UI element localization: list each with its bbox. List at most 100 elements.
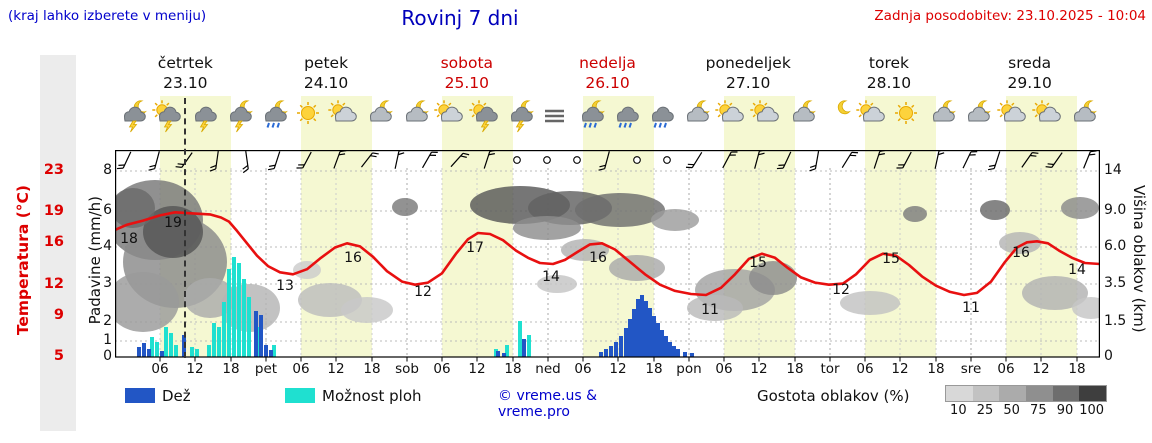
density-value-label: 90	[1056, 403, 1074, 418]
day-header-torek[interactable]: torek 28.10	[819, 53, 960, 95]
x-axis-tick: 18	[363, 361, 381, 377]
x-axis-tick: 12	[327, 361, 345, 377]
cloud-height-axis-label: Višina oblakov (km)	[1130, 185, 1148, 333]
weather-icon-moon-cloud-storm	[511, 100, 535, 133]
x-axis-tick: 06	[574, 361, 592, 377]
cloud-height-axis-tick: 9.0	[1104, 202, 1127, 218]
weather-icon-cloud-storm	[194, 106, 217, 133]
temperature-curve	[115, 211, 1100, 297]
weather-icon-moon-cloud	[1074, 100, 1097, 122]
temp-axis-tick: 23	[43, 162, 64, 178]
cloud-cover-layer	[115, 180, 1100, 332]
wind-barb-icon	[1045, 152, 1063, 168]
temperature-value-label: 14	[1068, 262, 1086, 278]
temperature-axis-label: Temperatura (°C)	[14, 185, 32, 336]
density-gradient-segment	[1026, 386, 1053, 401]
wind-barb-icon	[333, 150, 347, 169]
weather-icon-moon-cloud-storm	[229, 100, 253, 133]
weather-icon-sun-cloud-storm	[152, 100, 182, 133]
day-date: 28.10	[866, 74, 912, 92]
rain-legend-label: Dež	[162, 387, 191, 405]
x-axis-tick: 06	[292, 361, 310, 377]
wind-barb-icon	[148, 151, 160, 171]
weather-icon-sun-cloud	[434, 100, 463, 122]
wind-barb-icon	[450, 152, 470, 168]
wind-barb-icon	[934, 150, 946, 169]
weather-icon-sun	[895, 102, 918, 124]
wind-barb-icon	[987, 151, 1001, 171]
temp-axis-tick: 16	[43, 234, 64, 251]
x-axis-tick: 12	[1032, 361, 1050, 377]
weather-icon-sun	[297, 102, 320, 124]
wind-barb-icon	[394, 150, 406, 169]
x-axis-tick: 18	[927, 361, 945, 377]
day-header-nedelja[interactable]: nedelja 26.10	[537, 53, 678, 95]
day-date: 25.10	[444, 74, 489, 92]
day-header-sreda[interactable]: sreda 29.10	[959, 53, 1100, 95]
day-name: sreda	[1008, 54, 1052, 72]
weather-icon-sun-cloud-storm	[469, 100, 498, 133]
wind-barb-icon	[841, 151, 859, 168]
temperature-value-label: 12	[832, 282, 850, 298]
temp-axis-tick: 9	[53, 306, 64, 323]
precip-axis-tick: 6	[103, 202, 112, 218]
wind-barb-icon	[685, 152, 703, 169]
wind-barb-icon	[421, 151, 438, 169]
day-name: nedelja	[579, 54, 636, 72]
shower-bars	[150, 257, 531, 357]
weather-icon-moon-cloud-rain	[264, 100, 288, 128]
page-title: Rovinj 7 dni	[401, 6, 519, 30]
weather-icon-sun-cloud	[328, 100, 358, 122]
temperature-value-label: 11	[701, 302, 719, 318]
day-header-ponedeljek[interactable]: ponedeljek 27.10	[678, 53, 819, 95]
wind-barb-icon	[1021, 152, 1039, 168]
weather-icon-moon-cloud	[687, 100, 710, 122]
x-axis-tick: 06	[433, 361, 451, 377]
temperature-value-label: 18	[120, 231, 138, 247]
x-axis-tick: 06	[997, 361, 1015, 377]
x-axis-tick: 18	[1068, 361, 1086, 377]
weather-icon-moon-cloud-storm	[124, 100, 148, 133]
temperature-value-label: 11	[962, 300, 980, 316]
precip-axis-tick: 4	[103, 238, 112, 254]
weather-icon-moon-cloud-rain	[581, 100, 605, 128]
precip-axis-tick: 3	[103, 275, 112, 291]
x-axis-tick: 18	[222, 361, 240, 377]
wind-barb-icon	[360, 152, 379, 168]
weather-icon-cloud-rain	[616, 106, 639, 128]
copyright-link[interactable]: © vreme.us & vreme.pro	[498, 388, 598, 420]
weather-icon-moon	[837, 100, 851, 115]
x-axis-tick: 06	[151, 361, 169, 377]
weather-icon-sun-cloud	[1032, 100, 1061, 122]
rain-bars	[137, 295, 694, 357]
x-axis-tick: 12	[891, 361, 909, 377]
calm-wind-icon	[573, 156, 581, 164]
day-header-petek[interactable]: petek 24.10	[256, 53, 397, 95]
x-axis-tick: 06	[715, 361, 733, 377]
day-date: 24.10	[303, 74, 349, 92]
current-time-line	[184, 98, 186, 358]
weather-icon-moon-cloud	[968, 100, 992, 122]
day-date: 23.10	[163, 74, 208, 92]
wind-barb-icon	[483, 150, 497, 169]
x-axis-tick: 18	[645, 361, 663, 377]
weather-icon-moon-cloud	[370, 100, 394, 122]
temperature-axis-strip	[40, 55, 76, 431]
weather-icon-sun-cloud	[750, 100, 780, 122]
menu-hint-text: (kraj lahko izberete v meniju)	[8, 8, 207, 24]
day-date: 27.10	[726, 74, 771, 92]
cloud-height-axis-tick: 0	[1104, 348, 1113, 364]
calm-wind-icon	[633, 156, 641, 164]
day-header-četrtek[interactable]: četrtek 23.10	[115, 53, 256, 95]
precip-axis-tick: 2	[103, 313, 112, 329]
wind-barb-icon	[175, 152, 193, 168]
showers-legend-label: Možnost ploh	[322, 387, 422, 405]
day-header-sobota[interactable]: sobota 25.10	[396, 53, 537, 95]
day-name: četrtek	[157, 54, 213, 72]
wind-barb-icon	[296, 151, 312, 169]
x-axis-tick: pet	[254, 361, 278, 377]
weather-icon-cloud-rain	[651, 106, 674, 128]
day-name: petek	[304, 54, 349, 72]
x-axis-tick: 12	[609, 361, 627, 377]
